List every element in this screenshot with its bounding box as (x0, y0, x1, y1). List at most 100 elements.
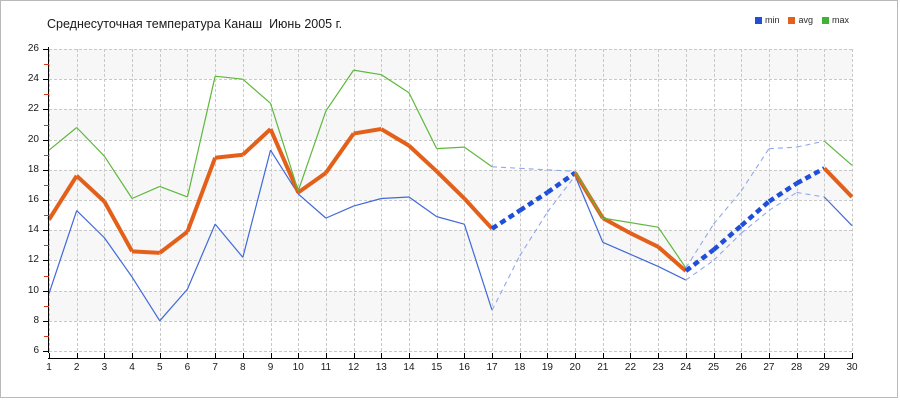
series-segment-min (740, 210, 770, 234)
series-segment-max (823, 140, 853, 166)
vertical-gridline (408, 49, 410, 351)
series-segment-avg (158, 230, 189, 255)
series-segment-avg (353, 127, 382, 136)
vertical-gridline (575, 49, 577, 351)
y-axis-tick (43, 79, 49, 81)
series-segment-min (214, 223, 244, 258)
x-axis-label: 2 (73, 362, 80, 373)
series-segment-max (463, 146, 493, 168)
x-axis-tick (464, 353, 466, 359)
x-axis-tick (132, 353, 134, 359)
y-axis-label: 8 (33, 314, 39, 326)
x-axis-label: 4 (129, 362, 135, 373)
series-segment-max (131, 185, 160, 200)
vertical-gridline (658, 49, 660, 351)
horizontal-gridline (49, 109, 852, 111)
legend-label-avg: avg (798, 15, 813, 25)
x-axis-label: 13 (375, 362, 387, 373)
series-segment-min (796, 191, 825, 198)
x-axis-label: 6 (184, 362, 191, 373)
series-segment-avg (739, 199, 771, 228)
legend-swatch-max (821, 17, 829, 24)
x-axis-tick (768, 353, 770, 359)
vertical-gridline (492, 49, 494, 351)
vertical-gridline (381, 49, 383, 351)
legend-item-max[interactable]: max (821, 15, 849, 25)
x-axis-tick (575, 353, 577, 359)
x-axis-tick (436, 353, 438, 359)
x-axis-tick (741, 353, 743, 359)
series-segment-avg (268, 128, 301, 194)
x-axis-label: 25 (707, 362, 720, 373)
vertical-gridline (796, 49, 798, 351)
series-segment-avg (407, 144, 439, 173)
series-segment-avg (546, 170, 577, 195)
legend-label-max: max (831, 15, 849, 25)
vertical-gridline (49, 49, 50, 351)
series-segment-min (103, 237, 133, 278)
series-segment-max (630, 222, 659, 228)
x-axis-label: 15 (431, 362, 443, 373)
horizontal-gridline (49, 260, 852, 262)
series-segment-min (519, 211, 548, 257)
x-axis-tick (325, 353, 327, 359)
x-axis-label: 5 (156, 362, 163, 373)
x-axis-tick (298, 353, 300, 359)
series-segment-max (796, 140, 825, 148)
vertical-gridline (852, 49, 853, 351)
vertical-gridline (215, 49, 217, 351)
series-segment-min (768, 191, 797, 212)
x-axis-tick (602, 353, 604, 359)
legend-swatch-min (754, 17, 762, 24)
series-segment-max (547, 169, 576, 172)
series-segment-max (325, 69, 355, 112)
series-segment-min (381, 196, 410, 200)
series-segment-min (546, 175, 576, 213)
x-axis-label: 12 (348, 362, 360, 373)
x-axis-label: 21 (597, 362, 609, 373)
series-segment-max (186, 76, 216, 198)
vertical-gridline (547, 49, 549, 351)
series-segment-max (297, 110, 327, 192)
series-segment-max (685, 223, 715, 269)
legend-item-min[interactable]: min (754, 16, 779, 25)
series-segment-max (408, 92, 438, 149)
vertical-gridline (630, 49, 632, 351)
x-axis-label: 1 (46, 362, 52, 373)
vertical-gridline (242, 49, 244, 351)
x-axis-label: 17 (486, 362, 498, 373)
series-segment-avg (380, 127, 410, 148)
series-segment-min (436, 216, 465, 225)
chart-legend: min avg max (754, 15, 849, 25)
series-segment-avg (656, 245, 688, 273)
series-segment-max (602, 217, 631, 224)
series-segment-min (823, 196, 853, 227)
series-segment-avg (75, 174, 106, 203)
y-axis-tick (43, 169, 49, 171)
horizontal-gridline (49, 351, 852, 352)
x-axis-tick (547, 353, 549, 359)
x-axis-label: 26 (735, 362, 747, 373)
x-axis-line (48, 358, 853, 359)
x-axis-tick (824, 353, 826, 359)
series-segment-avg (518, 190, 549, 213)
plot-band (49, 109, 852, 140)
series-segment-avg (490, 208, 521, 231)
vertical-gridline (270, 49, 272, 351)
x-axis-label: 18 (514, 362, 526, 373)
y-axis-tick (43, 200, 49, 201)
series-segment-min (159, 288, 188, 322)
y-axis-label: 20 (27, 133, 39, 145)
series-segment-min (630, 253, 659, 267)
series-segment-avg (185, 157, 218, 233)
x-axis-tick (796, 353, 798, 359)
series-segment-min (76, 210, 105, 239)
series-segment-max (657, 226, 687, 269)
legend-item-avg[interactable]: avg (788, 16, 813, 25)
y-axis-tick (43, 49, 49, 50)
x-axis-label: 16 (458, 362, 470, 373)
y-axis-label: 6 (33, 345, 39, 356)
plot-band (49, 290, 852, 321)
y-axis-tick (43, 230, 49, 232)
